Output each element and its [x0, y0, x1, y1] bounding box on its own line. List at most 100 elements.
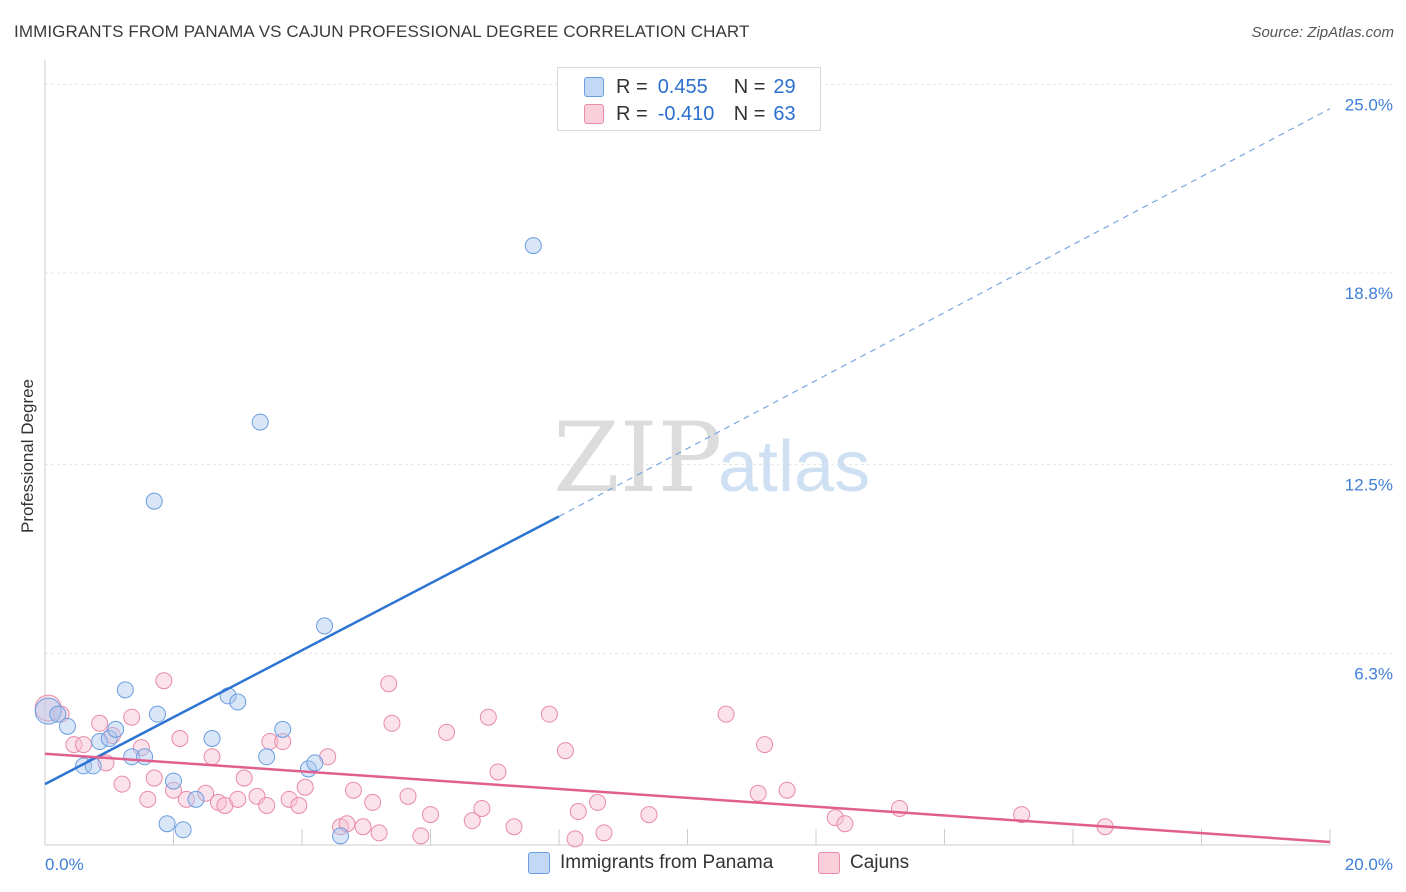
cajuns-point: [203, 748, 221, 766]
panama-points: [34, 237, 542, 845]
cajuns-point: [197, 784, 215, 802]
cajuns-point: [280, 790, 298, 808]
legend-row-cajuns: R = -0.410 N = 63: [584, 102, 796, 126]
panama-point: [174, 821, 192, 839]
cajuns-point: [380, 675, 398, 693]
n-label: N =: [733, 75, 766, 98]
cajuns-point: [296, 778, 314, 796]
y-tick-label: 6.3%: [1354, 664, 1393, 683]
panama-point: [258, 748, 276, 766]
n-label: N =: [733, 102, 766, 125]
cajuns-point: [463, 812, 481, 830]
r-label: R =: [616, 75, 648, 98]
cajuns-point: [75, 736, 93, 754]
pink-swatch-icon: [818, 852, 840, 874]
cajuns-point: [569, 803, 587, 821]
cajuns-point: [566, 830, 584, 848]
cajuns-point: [826, 809, 844, 827]
panama-point: [274, 720, 292, 738]
panama-point: [332, 827, 350, 845]
cajuns-point: [290, 796, 308, 814]
cajuns-point: [364, 793, 382, 811]
cajuns-point: [422, 806, 439, 824]
panama-point: [229, 693, 247, 711]
cajuns-point: [749, 784, 767, 802]
cajuns-point: [1013, 806, 1031, 824]
cajuns-point: [65, 736, 83, 754]
panama-point: [158, 815, 176, 833]
legend-row-panama: R = 0.455 N = 29: [584, 75, 796, 99]
tick-labels: 6.3% 12.5% 18.8% 25.0% 0.0% 20.0%: [45, 95, 1393, 874]
cajuns-point: [778, 781, 796, 799]
panama-point: [145, 492, 163, 510]
panama-trend-extension: [558, 108, 1331, 517]
cajuns-points: [34, 672, 1114, 848]
axes: [44, 60, 1331, 846]
cajuns-point: [891, 799, 909, 817]
n-value: 29: [773, 75, 796, 98]
cajuns-point: [438, 723, 456, 741]
cajuns-point: [383, 714, 401, 732]
series-legend: Immigrants from Panama Cajuns: [0, 852, 1406, 878]
panama-point: [116, 681, 134, 699]
cajuns-point: [91, 714, 109, 732]
cajuns-point: [229, 790, 247, 808]
r-label: R =: [616, 102, 648, 125]
cajuns-point: [717, 705, 735, 723]
cajuns-point: [595, 824, 613, 842]
panama-point: [91, 733, 109, 751]
cajuns-point: [139, 790, 157, 808]
panama-point: [306, 754, 324, 772]
grid-lines: [45, 83, 1395, 654]
source-label: Source: ZipAtlas.com: [1251, 24, 1394, 41]
panama-point: [203, 730, 221, 748]
cajuns-point: [235, 769, 253, 787]
blue-swatch-icon: [528, 852, 550, 874]
cajuns-point: [640, 806, 658, 824]
cajuns-point: [473, 799, 491, 817]
panama-point: [58, 717, 76, 735]
panama-point: [524, 237, 542, 255]
panama-point: [136, 748, 154, 766]
watermark: ZIP atlas: [553, 402, 870, 514]
cajuns-point: [123, 708, 141, 726]
watermark-atlas: atlas: [718, 427, 870, 507]
panama-point: [251, 413, 269, 431]
cajuns-point: [412, 827, 430, 845]
pink-swatch-icon: [584, 104, 604, 124]
legend-item-cajuns[interactable]: Cajuns: [818, 852, 909, 874]
watermark-zip: ZIP: [553, 402, 722, 514]
cajuns-point: [145, 769, 163, 787]
cajuns-point: [165, 781, 182, 799]
trend-lines: [44, 108, 1331, 844]
panama-point: [49, 705, 67, 723]
cajuns-point: [274, 733, 292, 751]
y-tick-label: 25.0%: [1345, 95, 1393, 114]
cajuns-point: [399, 787, 417, 805]
cajuns-point: [113, 775, 131, 793]
cajuns-point: [171, 730, 189, 748]
cajuns-trend-line: [44, 752, 1331, 844]
legend-item-panama[interactable]: Immigrants from Panama: [528, 852, 773, 874]
cajuns-point: [354, 818, 372, 836]
cajuns-point: [177, 790, 195, 808]
panama-point: [148, 705, 166, 723]
x-tick-label-min: 0.0%: [45, 855, 84, 874]
cajuns-point: [489, 763, 507, 781]
panama-trend-line: [44, 515, 560, 786]
correlation-legend: R = 0.455 N = 29 R = -0.410 N = 63: [557, 67, 821, 131]
chart-title: IMMIGRANTS FROM PANAMA VS CAJUN PROFESSI…: [14, 22, 750, 41]
x-tick-label-max: 20.0%: [1345, 855, 1393, 874]
cajuns-point: [836, 815, 854, 833]
panama-point: [165, 772, 182, 790]
cajuns-point: [344, 781, 362, 799]
blue-swatch-icon: [584, 77, 604, 97]
cajuns-point: [540, 705, 558, 723]
cajuns-point: [258, 796, 276, 814]
cajuns-point: [556, 742, 574, 760]
y-tick-label: 18.8%: [1345, 284, 1393, 303]
y-tick-label: 12.5%: [1345, 476, 1393, 495]
cajuns-point: [589, 793, 607, 811]
r-value: 0.455: [657, 75, 708, 98]
